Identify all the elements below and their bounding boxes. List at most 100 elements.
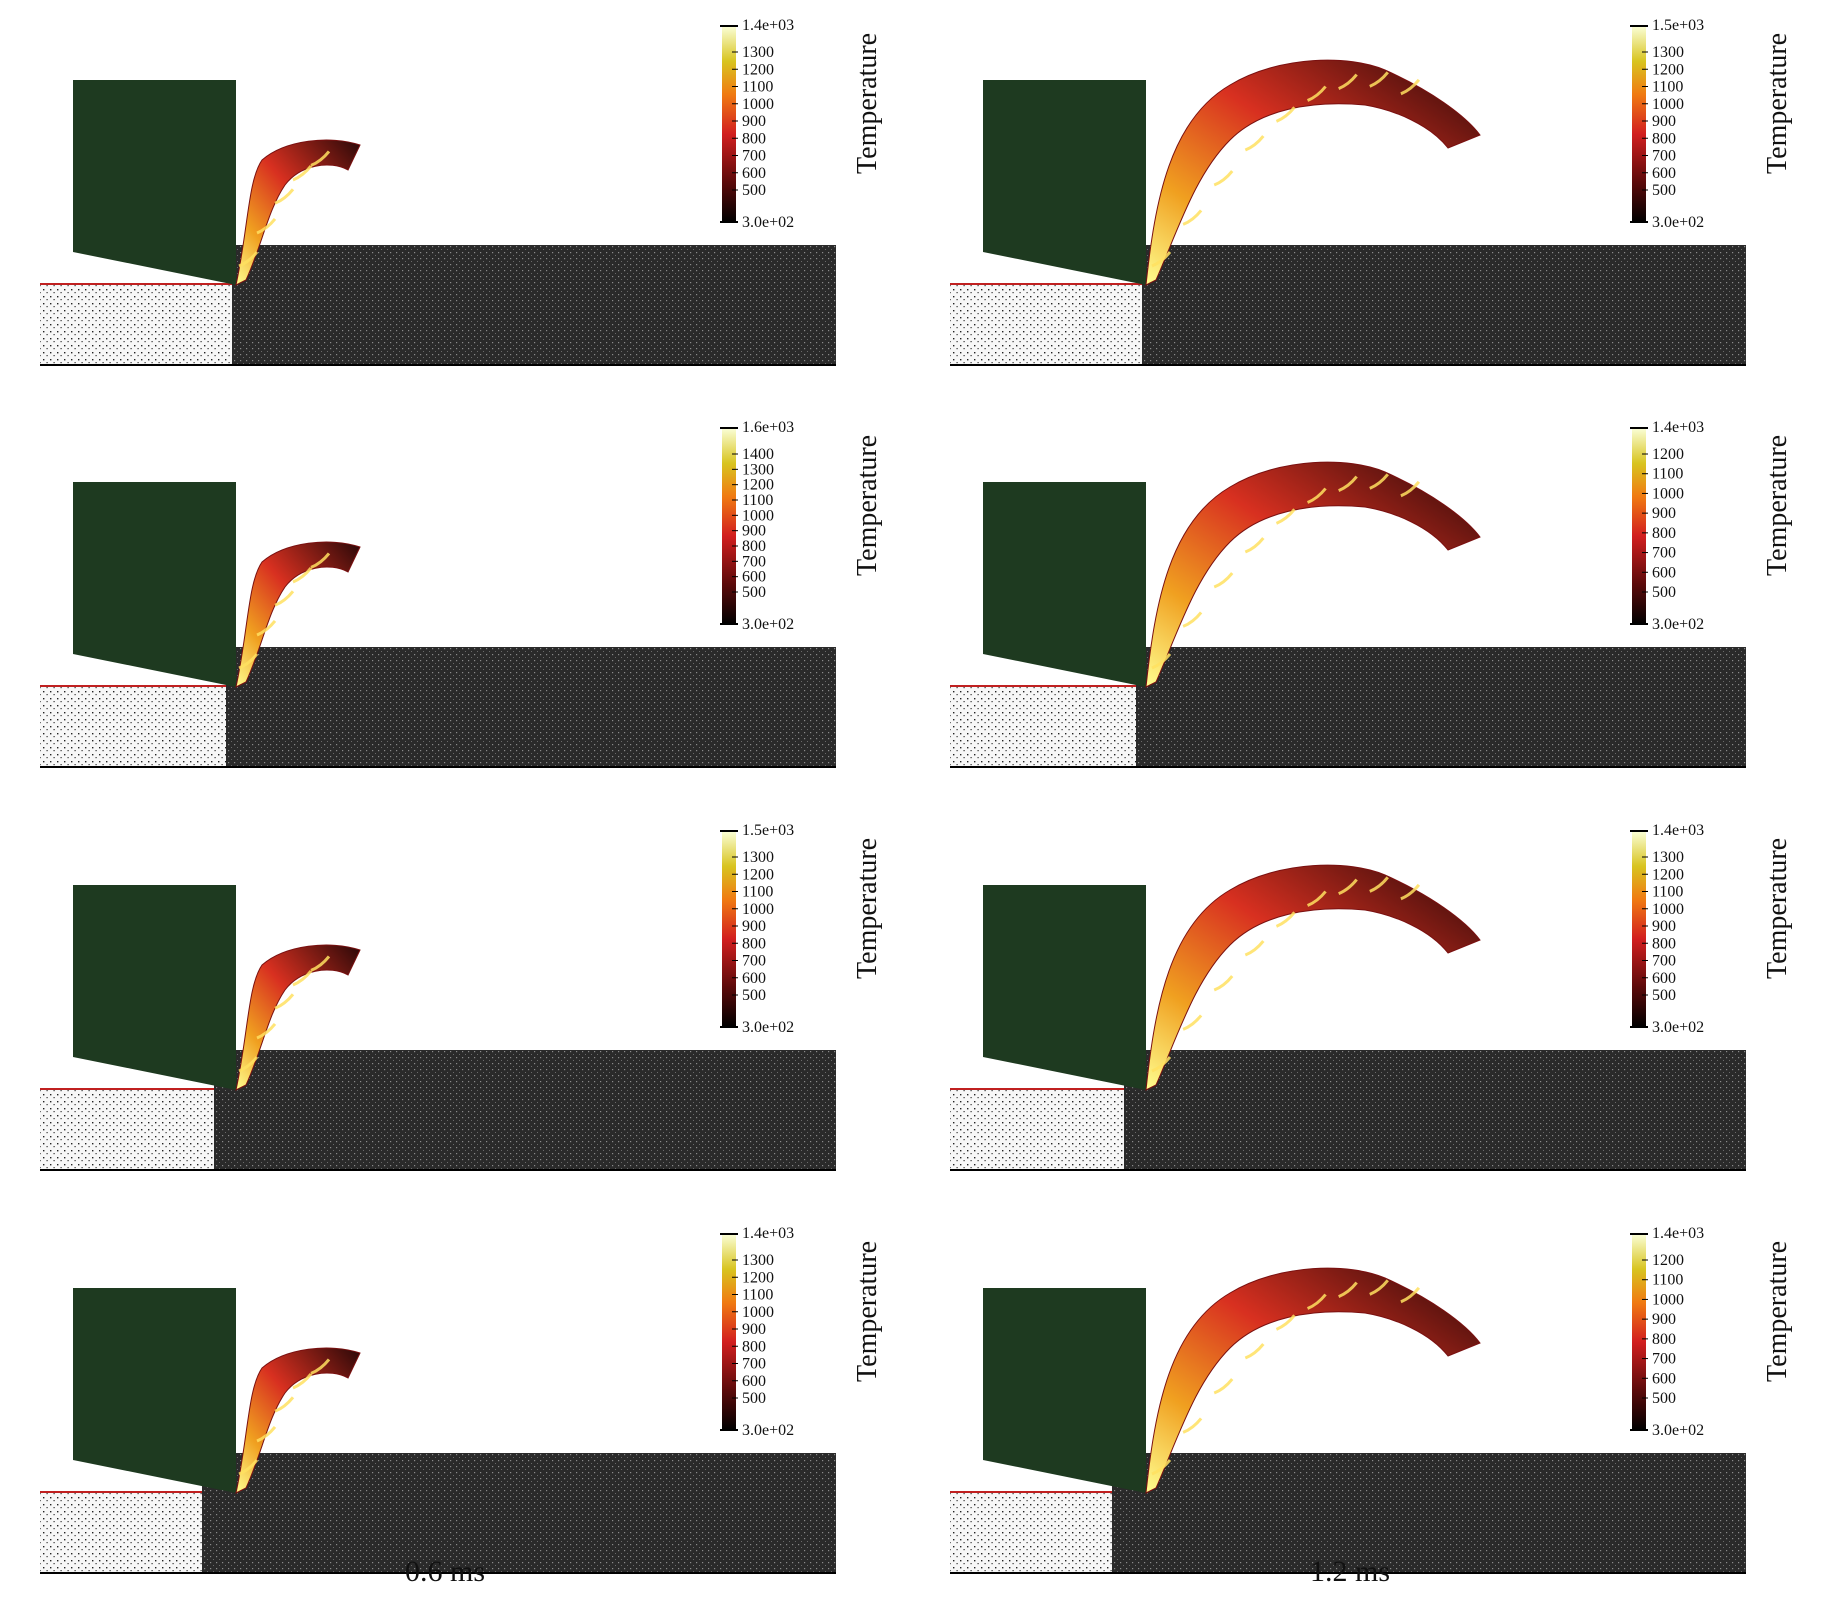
chip-segment-band [256,1426,277,1443]
chip-segment-band [1400,78,1421,96]
colorbar-tick-label: 1200 [742,866,774,883]
chip-segment-band [1306,1293,1327,1310]
workpiece-machined [950,685,1136,767]
workpiece-machined [40,283,232,365]
colorbar-tick-label: 1300 [742,1252,774,1269]
cutting-tool [73,482,236,687]
colorbar-tick-label: 700 [1652,545,1676,562]
chip-segment-band [1369,473,1389,490]
colorbar-tick-label: 900 [1652,113,1676,130]
chip-segments [1151,71,1421,268]
colorbar-max-label: 1.4e+03 [742,17,794,34]
workpiece-machined [40,1491,202,1573]
colorbar-tick-label: 500 [742,584,766,601]
colorbar-min-label: 3.0e+02 [742,214,794,231]
colorbar-max-label: 1.4e+03 [1652,822,1704,839]
chip-segments [238,552,331,670]
colorbar [1632,428,1646,624]
caption-0.6ms: 0.6 ms [404,1555,485,1588]
chip-segment-band [274,993,295,1010]
simulation-panel: 1.4e+03 3.0e+02 1300 1200 1100 1000 900 800 700 6… [0,1208,912,1610]
panel-graphic: 1.4e+03 3.0e+02 13001200110010009008007006… [950,822,1793,1171]
chip-segment-band [1306,85,1327,102]
workpiece-uncut [1124,1050,1746,1170]
colorbar-tick-label: 900 [742,523,766,540]
panel-graphic: 1.5e+03 3.0e+02 13001200110010009008007006… [40,822,883,1171]
colorbar-tick-label: 600 [742,970,766,987]
colorbar-tick-label: 1100 [1652,884,1683,901]
cutting-tool [73,885,236,1090]
colorbar-tick-label: 700 [742,553,766,570]
colorbar-tick-label: 900 [1652,505,1676,522]
colorbar-tick-label: 700 [742,953,766,970]
colorbar-tick-label: 1000 [1652,901,1684,918]
chip-segment-band [1275,106,1296,123]
colorbar-tick-label: 1100 [1652,466,1683,483]
colorbar-tick-label: 500 [1652,1390,1676,1407]
colorbar-tick-label: 500 [742,182,766,199]
colorbar-tick-label: 600 [1652,165,1676,182]
chip [235,944,361,1091]
chip-segment-band [1182,1417,1203,1434]
colorbar [722,831,736,1027]
chip-segment-band [1338,475,1358,493]
panel-graphic: 1.4e+03 3.0e+02 13001200110010009008007006… [40,1225,883,1574]
chip-segment-band [256,218,277,235]
simulation-panel: 1.4e+03 3.0e+02 1300 1200 1100 1000 900 800 700 6… [910,805,1822,1207]
colorbar [1632,1234,1646,1430]
chip-segment-band [1338,73,1358,91]
colorbar-tick-label: 800 [742,538,766,555]
colorbar-tick-label: 700 [1652,953,1676,970]
chip-segment-band [238,653,259,670]
cutting-tool [983,482,1146,687]
chip-segment-band [238,1056,259,1073]
chip [1145,864,1481,1091]
colorbar-tick-label: 800 [1652,935,1676,952]
cutting-tool [73,80,236,285]
chip-segment-band [1182,209,1203,226]
panel-graphic: 1.5e+03 3.0e+02 13001200110010009008007006… [950,17,1793,366]
colorbar-tick-label: 600 [742,165,766,182]
chip-segment-band [1338,1281,1358,1299]
colorbar-tick-label: 1200 [742,1269,774,1286]
colorbar-tick-label: 1200 [1652,866,1684,883]
colorbar-title: Temperature [1762,838,1793,979]
caption-1.2ms: 1.2 ms [1309,1555,1390,1588]
chip-segment-band [1182,611,1203,628]
workpiece-uncut [214,1050,836,1170]
colorbar-max-label: 1.5e+03 [1652,17,1704,34]
chip-segment-band [1213,975,1234,992]
colorbar-tick-label: 1200 [742,477,774,494]
chip-segment-band [256,1023,277,1040]
colorbar-tick-label: 1100 [1652,1272,1683,1289]
cutting-tool [983,1288,1146,1493]
colorbar-tick-label: 600 [742,1373,766,1390]
chip-segment-band [274,590,295,607]
colorbar-max-label: 1.4e+03 [742,1225,794,1242]
colorbar-tick-label: 600 [1652,564,1676,581]
colorbar-tick-label: 1000 [1652,485,1684,502]
chip [235,1347,361,1494]
chip [1145,1267,1481,1494]
chip-segment-band [310,552,331,569]
colorbar-title: Temperature [852,33,883,174]
colorbar-tick-label: 1000 [1652,1291,1684,1308]
colorbar-min-label: 3.0e+02 [742,616,794,633]
chip-segment-band [310,955,331,972]
colorbar-tick-label: 700 [1652,148,1676,165]
colorbar-tick-label: 1300 [742,849,774,866]
chip-segment-band [1369,876,1389,893]
chip [235,541,361,688]
colorbar-tick-label: 500 [742,987,766,1004]
chip-segment-band [1213,572,1234,589]
colorbar-tick-label: 700 [742,1356,766,1373]
chip-segments [238,1358,331,1476]
colorbar-tick-label: 1300 [742,461,774,478]
colorbar-tick-label: 1100 [742,1287,773,1304]
colorbar-tick-label: 1300 [742,44,774,61]
colorbar-tick-label: 1300 [1652,849,1684,866]
chip-segment-band [1182,1014,1203,1031]
colorbar-tick-label: 1100 [742,492,773,509]
chip-segment-band [1151,1056,1172,1073]
chip-segment-band [1275,911,1296,928]
